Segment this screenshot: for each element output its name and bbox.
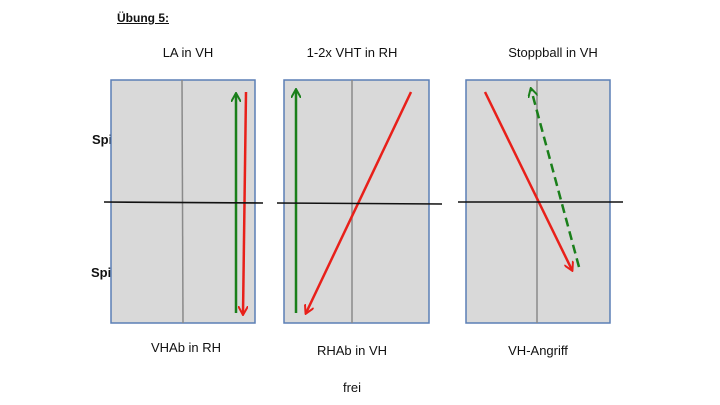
red-arrow (306, 91, 413, 313)
table-diagram-1 (110, 79, 256, 324)
center-line (181, 79, 184, 324)
exercise-1-top-label: LA in VH (162, 45, 214, 60)
table-diagram-2 (283, 79, 430, 324)
exercise-3-top-label: Stoppball in VH (508, 45, 598, 60)
net-line-1 (103, 201, 264, 204)
green-dashed-arrow (531, 89, 581, 268)
exercise-title: Übung 5: (117, 11, 169, 25)
red-arrow (483, 91, 572, 270)
exercise-1-bottom-label: VHAb in RH (150, 340, 222, 355)
net-line-2 (276, 202, 443, 205)
table-surface (283, 79, 430, 324)
exercise-2-bottom-label: RHAb in VH (316, 343, 388, 358)
exercise-2-top-label: 1-2x VHT in RH (306, 45, 398, 60)
footer-text: frei (342, 380, 362, 395)
exercise-3-bottom-label: VH-Angriff (508, 343, 568, 358)
